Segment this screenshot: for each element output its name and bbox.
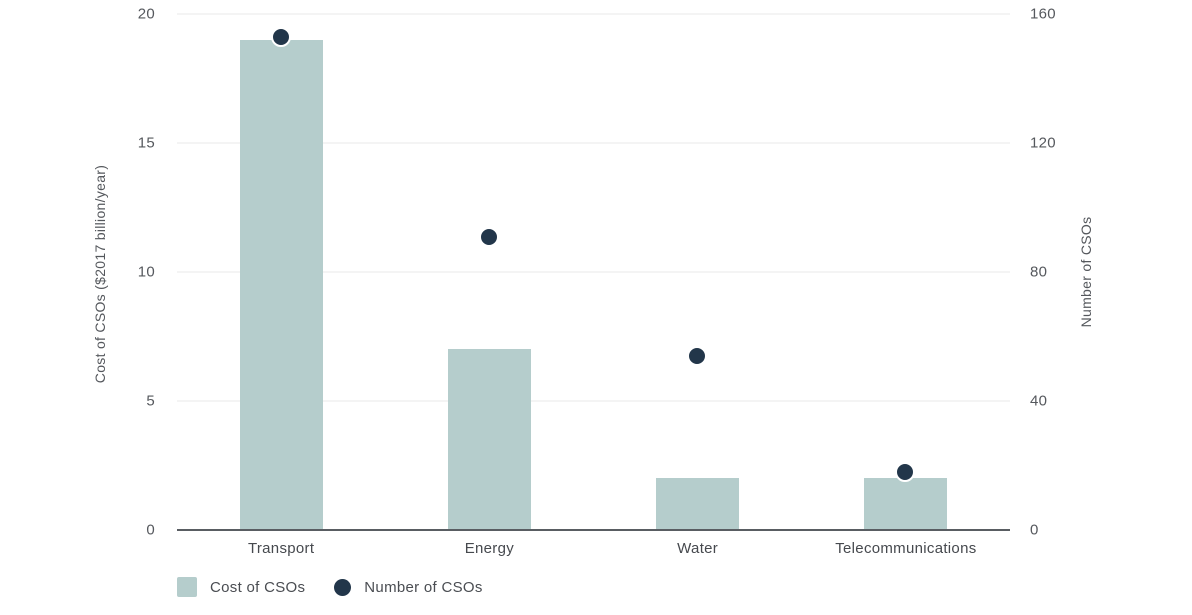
right-tick-40: 40 [1030,392,1048,410]
dot-telecommunications [895,462,916,483]
gridline-5 [177,400,1010,402]
legend-item-cost-of-csos: Cost of CSOs [177,577,305,597]
plot-area [177,13,1010,531]
dot-energy [478,227,499,248]
gridline-10 [177,271,1010,273]
right-tick-120: 120 [1030,134,1056,152]
bar-water [656,478,740,530]
x-axis-labels: Transport Energy Water Telecommunications [177,540,1010,560]
right-axis-ticks: 0 40 80 120 160 [1030,7,1092,538]
x-label-water: Water [677,540,719,557]
right-tick-160: 160 [1030,5,1056,23]
gridline-15 [177,142,1010,144]
legend: Cost of CSOs Number of CSOs [177,576,483,598]
dot-water [687,346,708,367]
gridline-20 [177,13,1010,15]
dot-transport [270,27,291,48]
bar-transport [239,39,323,530]
bar-energy [447,349,531,530]
right-tick-0: 0 [1030,521,1039,539]
left-tick-10: 10 [137,263,155,281]
legend-label-number-of-csos: Number of CSOs [364,578,483,596]
left-tick-0: 0 [146,521,155,539]
dot-swatch-icon [334,578,352,596]
left-tick-20: 20 [137,5,155,23]
bar-swatch-icon [177,577,197,597]
bar-telecommunications [864,478,948,530]
legend-item-number-of-csos: Number of CSOs [334,578,483,596]
x-label-telecommunications: Telecommunications [835,540,977,557]
left-axis-ticks: 0 5 10 15 20 [0,7,155,538]
legend-label-cost-of-csos: Cost of CSOs [210,578,306,596]
left-tick-5: 5 [146,392,155,410]
x-label-energy: Energy [464,540,515,557]
left-tick-15: 15 [137,134,155,152]
right-tick-80: 80 [1030,263,1048,281]
x-label-transport: Transport [247,540,315,557]
x-axis-line [177,529,1010,531]
